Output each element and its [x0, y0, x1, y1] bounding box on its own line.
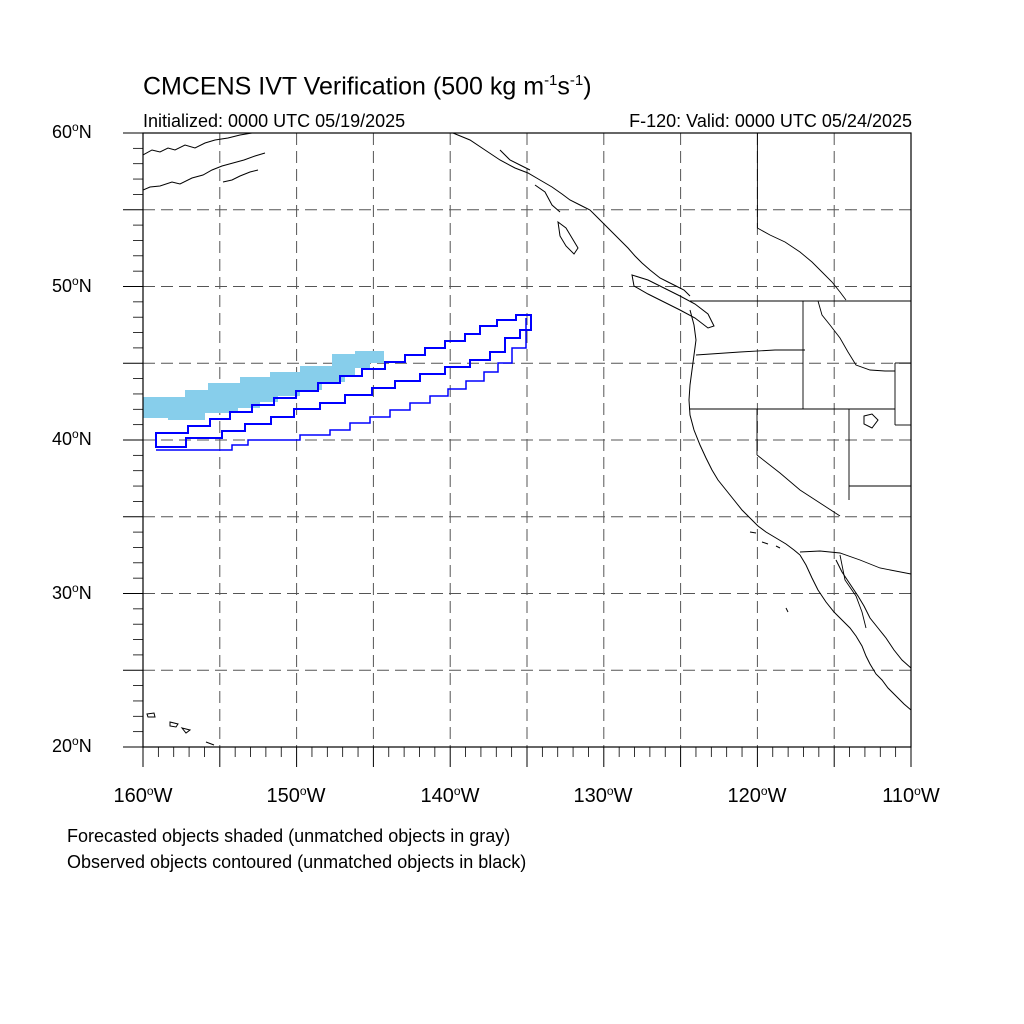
legend-forecast-note: Forecasted objects shaded (unmatched obj… [67, 826, 511, 846]
lon-label-150w: 150oW [266, 784, 326, 807]
legend-observed-note: Observed objects contoured (unmatched ob… [67, 852, 527, 872]
lon-label-110w: 110oW [882, 784, 940, 807]
observed-object-inner-contour [156, 318, 527, 451]
grid-lines [143, 133, 911, 747]
lon-label-160w: 160oW [113, 784, 173, 807]
coastlines [143, 133, 911, 746]
init-time: Initialized: 0000 UTC 05/19/2025 [143, 111, 406, 131]
minor-ticks [133, 147, 897, 757]
forecast-object-shaded [143, 351, 384, 420]
lon-label-130w: 130oW [573, 784, 633, 807]
lon-label-140w: 140oW [420, 784, 480, 807]
lat-label-40: 40oN [52, 427, 92, 449]
observed-object-contour [155, 314, 532, 448]
lat-label-60: 60oN [52, 120, 92, 142]
state-boundaries [689, 133, 911, 629]
lat-label-30: 30oN [52, 581, 92, 603]
lat-label-20: 20oN [52, 734, 92, 756]
lat-label-50: 50oN [52, 274, 92, 296]
lon-label-120w: 120oW [727, 784, 787, 807]
axis-ticks [123, 132, 912, 767]
map-title: CMCENS IVT Verification (500 kg m-1s-1) [143, 72, 592, 101]
valid-time: F-120: Valid: 0000 UTC 05/24/2025 [629, 111, 912, 131]
